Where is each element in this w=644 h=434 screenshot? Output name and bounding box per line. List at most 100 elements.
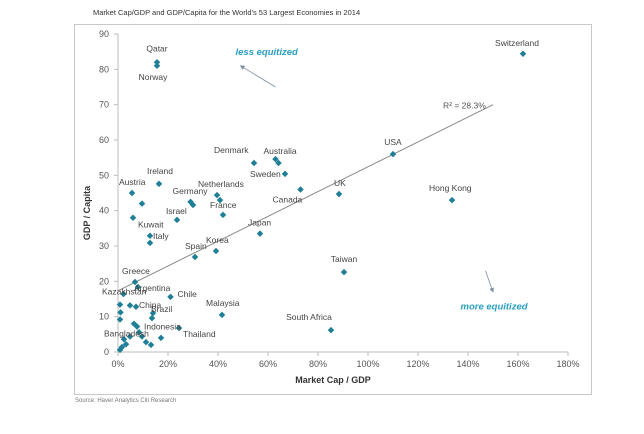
data-point xyxy=(448,196,456,204)
point-label: UK xyxy=(334,178,346,188)
data-point xyxy=(146,239,154,247)
data-point xyxy=(142,338,150,346)
x-tick-label: 0% xyxy=(111,359,124,369)
trendline xyxy=(119,104,494,291)
point-label: France xyxy=(210,200,237,210)
x-tick-label: 80% xyxy=(309,359,327,369)
annotation-arrow xyxy=(485,270,494,293)
data-point xyxy=(335,190,343,198)
point-label: Australia xyxy=(264,146,297,156)
data-point xyxy=(126,302,134,309)
point-label: Sweden xyxy=(250,169,281,179)
data-point xyxy=(147,341,155,349)
data-point xyxy=(212,247,220,255)
data-point xyxy=(116,301,124,308)
point-label: Taiwan xyxy=(331,254,358,264)
point-label: Ireland xyxy=(147,166,173,176)
data-point xyxy=(153,59,161,66)
point-label: Malaysia xyxy=(206,298,240,308)
x-tick-label: 40% xyxy=(209,359,227,369)
data-point xyxy=(175,324,183,332)
y-tick-label: 60 xyxy=(99,135,109,145)
annotation-label: more equitized xyxy=(461,302,528,313)
point-label: Japan xyxy=(248,218,271,228)
data-point xyxy=(126,333,134,340)
data-point xyxy=(131,278,139,286)
point-label: Brazil xyxy=(151,304,172,314)
chart-title: Market Cap/GDP and GDP/Capita for the Wo… xyxy=(93,8,361,17)
y-tick-label: 80 xyxy=(99,64,109,74)
point-label: South Africa xyxy=(286,312,332,322)
data-point xyxy=(135,328,143,336)
x-tick-label: 140% xyxy=(456,359,479,369)
y-tick-label: 70 xyxy=(99,100,109,110)
data-point xyxy=(120,336,128,343)
data-point xyxy=(133,323,141,330)
data-point xyxy=(340,268,348,276)
y-tick-label: 0 xyxy=(104,347,109,357)
data-point xyxy=(213,191,221,199)
data-point xyxy=(149,309,157,317)
point-label: Qatar xyxy=(146,43,167,53)
y-axis-title: GDP / Capita xyxy=(82,185,92,240)
point-label: Norway xyxy=(139,72,169,82)
data-point xyxy=(275,159,282,167)
point-label: Denmark xyxy=(214,145,249,155)
y-tick-label: 10 xyxy=(99,312,109,322)
annotation-label: less equitized xyxy=(236,47,298,58)
data-point xyxy=(146,232,154,240)
data-point xyxy=(297,186,304,193)
y-tick-label: 30 xyxy=(99,241,109,251)
point-label: China xyxy=(139,300,161,310)
x-tick-label: 60% xyxy=(259,359,277,369)
point-label: Switzerland xyxy=(495,38,539,48)
data-point xyxy=(129,214,137,221)
data-point xyxy=(132,303,140,311)
x-tick-label: 120% xyxy=(406,359,429,369)
data-point xyxy=(122,340,130,348)
x-tick-label: 160% xyxy=(506,359,529,369)
data-point xyxy=(138,333,146,340)
data-point xyxy=(138,200,146,207)
point-label: Spain xyxy=(185,241,207,251)
data-point xyxy=(134,283,142,291)
point-label: Hong Kong xyxy=(429,183,472,193)
point-label: Korea xyxy=(206,235,229,245)
data-point xyxy=(250,159,258,167)
point-label: Italy xyxy=(153,231,169,241)
data-point xyxy=(281,170,289,178)
annotations-group: less equitized more equitized xyxy=(236,47,528,312)
x-tick-label: 180% xyxy=(556,359,579,369)
x-tick-label: 100% xyxy=(356,359,379,369)
data-point xyxy=(173,216,181,224)
data-point xyxy=(189,201,197,209)
point-label: Austria xyxy=(119,177,146,187)
x-axis-title: Market Cap / GDP xyxy=(295,375,371,385)
point-label: Bangladesh xyxy=(104,328,149,338)
point-label: USA xyxy=(384,137,402,147)
data-point xyxy=(216,196,224,204)
point-label: Canada xyxy=(273,194,303,204)
y-tick-label: 50 xyxy=(99,170,109,180)
data-point xyxy=(153,62,161,70)
data-point xyxy=(519,50,527,58)
labels-group: Qatar Norway Switzerland USA Denmark Australi… xyxy=(102,38,539,339)
axes: 0 10 20 30 40 50 60 70 80 90 0% 20% 40% 60% 80% 100% 120… xyxy=(82,29,580,385)
source-note: Source: Haver Analytics Citi Research xyxy=(75,398,177,404)
point-label: Greece xyxy=(122,266,150,276)
point-label: Chile xyxy=(178,289,198,299)
data-point xyxy=(117,309,124,316)
r-squared-label: R² = 28.3% xyxy=(443,101,486,111)
point-label: Netherlands xyxy=(198,179,244,189)
points-group xyxy=(116,50,527,354)
point-label: Germany xyxy=(173,186,209,196)
data-point xyxy=(191,253,199,261)
y-tick-label: 40 xyxy=(99,206,109,216)
y-tick-label: 90 xyxy=(99,29,109,39)
point-label: Kuwait xyxy=(138,220,164,230)
data-point xyxy=(167,293,174,301)
data-point xyxy=(155,180,163,188)
point-label: Thailand xyxy=(183,329,216,339)
trendline-group: R² = 28.3% xyxy=(119,101,494,291)
